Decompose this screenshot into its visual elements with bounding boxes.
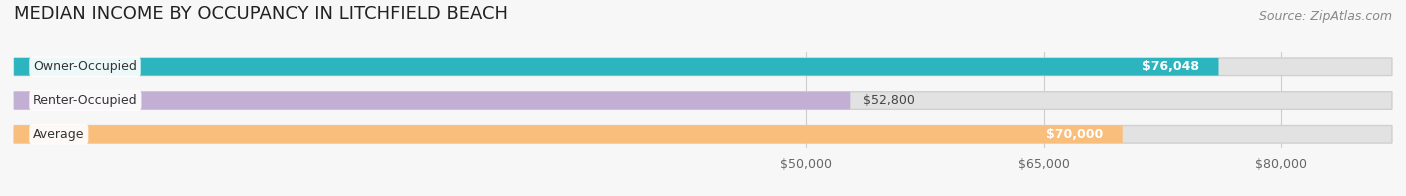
FancyBboxPatch shape — [14, 58, 1219, 75]
Text: $76,048: $76,048 — [1143, 60, 1199, 73]
FancyBboxPatch shape — [14, 92, 1392, 109]
Text: MEDIAN INCOME BY OCCUPANCY IN LITCHFIELD BEACH: MEDIAN INCOME BY OCCUPANCY IN LITCHFIELD… — [14, 5, 508, 23]
FancyBboxPatch shape — [14, 125, 1392, 143]
Text: $70,000: $70,000 — [1046, 128, 1104, 141]
FancyBboxPatch shape — [14, 92, 851, 109]
Text: Owner-Occupied: Owner-Occupied — [34, 60, 136, 73]
Text: $52,800: $52,800 — [863, 94, 915, 107]
Text: Source: ZipAtlas.com: Source: ZipAtlas.com — [1258, 10, 1392, 23]
Text: Average: Average — [34, 128, 84, 141]
Text: Renter-Occupied: Renter-Occupied — [34, 94, 138, 107]
FancyBboxPatch shape — [14, 58, 1392, 75]
FancyBboxPatch shape — [14, 125, 1123, 143]
